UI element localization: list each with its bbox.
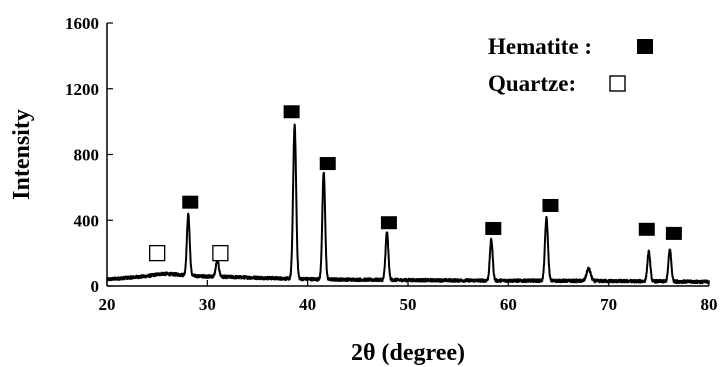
- axes: [106, 23, 709, 287]
- hematite-marker: [485, 221, 502, 235]
- y-tick-label: 1200: [65, 80, 99, 99]
- x-tick-label: 80: [701, 295, 718, 314]
- hematite-marker: [638, 222, 655, 236]
- y-tick-label: 400: [74, 211, 100, 230]
- legend: Hematite : Quartze:: [488, 34, 653, 96]
- hematite-marker: [182, 195, 199, 209]
- x-tick-label: 40: [299, 295, 316, 314]
- x-axis-title: 2θ (degree): [351, 340, 465, 366]
- y-tick-label: 1600: [65, 14, 99, 33]
- quartze-marker: [212, 244, 229, 262]
- hematite-marker: [380, 216, 397, 230]
- x-tick-label: 20: [99, 295, 116, 314]
- x-tick-label: 30: [199, 295, 216, 314]
- legend-symbol-quartze: [609, 75, 626, 92]
- hematite-marker: [665, 226, 682, 240]
- hematite-marker: [319, 157, 336, 171]
- legend-symbol-hematite: [637, 39, 653, 54]
- hematite-marker: [542, 198, 559, 212]
- hematite-marker: [283, 105, 300, 119]
- y-axis-title: Intensity: [9, 109, 35, 200]
- legend-label-quartze: Quartze:: [488, 71, 576, 96]
- x-tick-label: 70: [600, 295, 617, 314]
- x-tick-label: 60: [500, 295, 517, 314]
- y-tick-label: 800: [74, 146, 100, 165]
- quartze-marker: [149, 244, 166, 262]
- x-tick-label: 50: [400, 295, 417, 314]
- phase-markers: [149, 105, 682, 262]
- legend-label-hematite: Hematite :: [488, 34, 592, 59]
- tick-marks-and-labels: 0 400 800 1200 1600 20 30 40 50 60 70 80: [65, 14, 718, 314]
- y-tick-label: 0: [91, 277, 100, 296]
